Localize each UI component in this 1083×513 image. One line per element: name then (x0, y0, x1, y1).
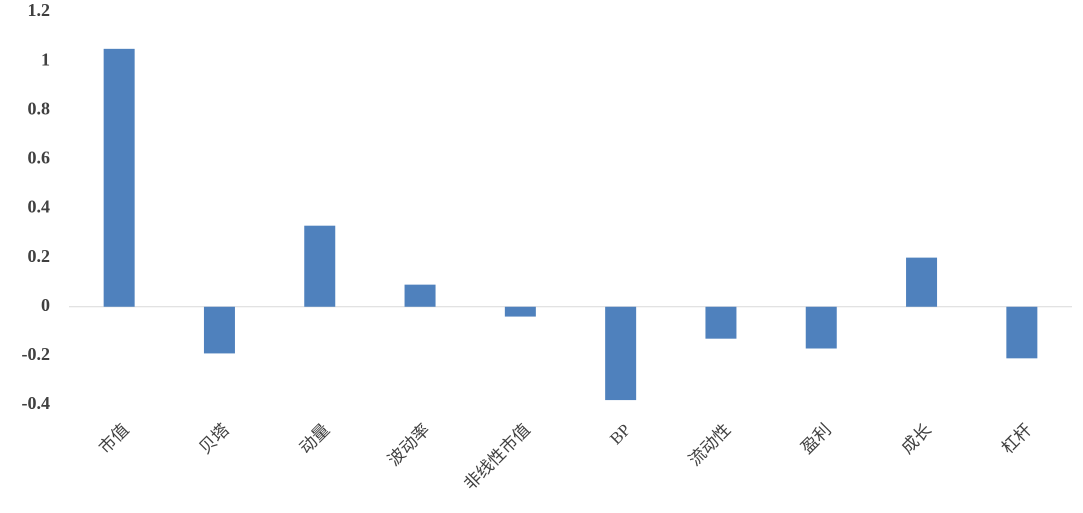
y-tick-label: 0.6 (28, 148, 51, 168)
x-tick-label: 杠杆 (998, 420, 1035, 457)
x-tick-label: 贝塔 (196, 420, 233, 457)
bar (605, 306, 637, 401)
bar (906, 257, 938, 307)
x-tick-label: 波动率 (384, 420, 433, 469)
x-tick-label: 市值 (95, 420, 132, 457)
x-tick-label: 成长 (898, 420, 935, 457)
bar (705, 306, 737, 339)
bar (504, 306, 536, 317)
bar (404, 284, 436, 307)
x-tick-label: BP (606, 420, 634, 448)
bar (1006, 306, 1038, 359)
y-tick-label: 0 (41, 295, 50, 315)
y-tick-label: 0.2 (28, 246, 51, 266)
y-tick-label: -0.2 (22, 344, 51, 364)
x-tick-label: 盈利 (797, 420, 834, 457)
y-tick-label: 1 (41, 49, 50, 69)
bar (203, 306, 235, 354)
y-tick-label: 0.4 (28, 197, 51, 217)
bar (304, 225, 336, 307)
y-tick-label: 1.2 (28, 0, 51, 20)
bar (103, 48, 135, 307)
x-tick-label: 非线性市值 (460, 420, 534, 494)
y-tick-label: 0.8 (28, 98, 51, 118)
y-tick-label: -0.4 (22, 393, 51, 413)
bar (805, 306, 837, 349)
x-tick-label: 流动性 (685, 420, 734, 469)
x-tick-label: 动量 (296, 420, 333, 457)
